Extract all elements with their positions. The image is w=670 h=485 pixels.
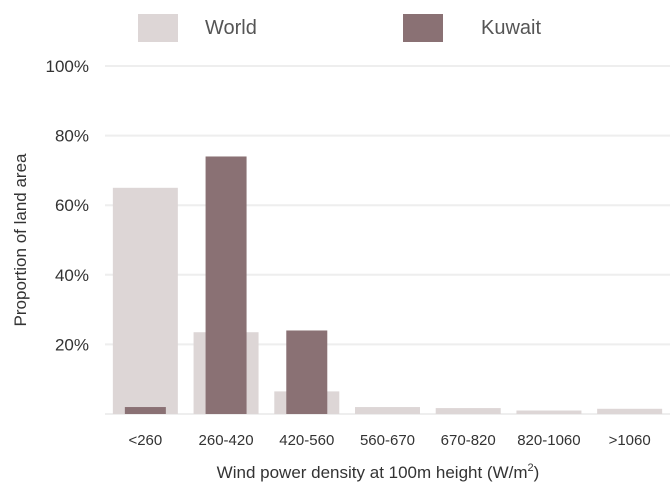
- world-bar: [516, 410, 582, 414]
- x-tick-label: 670-820: [441, 432, 496, 449]
- y-axis-ticks: 20% 40% 60% 80% 100%: [46, 57, 89, 354]
- x-tick-label: <260: [128, 432, 162, 449]
- y-tick-label: 20%: [55, 335, 89, 354]
- x-tick-label: 820-1060: [517, 432, 580, 449]
- y-axis-label: Proportion of land area: [11, 153, 30, 326]
- world-bar: [112, 187, 178, 414]
- x-tick-label: >1060: [609, 432, 651, 449]
- world-series-bars: [112, 187, 663, 414]
- y-tick-label: 100%: [46, 57, 89, 76]
- x-tick-label: 260-420: [199, 432, 254, 449]
- legend-label-kuwait: Kuwait: [481, 17, 541, 39]
- gridlines: [105, 65, 670, 415]
- world-bar: [355, 407, 420, 414]
- x-axis-ticks: <260 260-420 420-560 560-670 670-820 820-1060…: [128, 432, 650, 449]
- kuwait-bar: [205, 156, 247, 415]
- world-bar: [597, 408, 663, 414]
- x-axis-label: Wind power density at 100m height (W/m2): [217, 462, 540, 482]
- y-tick-label: 60%: [55, 196, 89, 215]
- kuwait-bar: [124, 407, 166, 414]
- legend: World Kuwait: [138, 14, 541, 42]
- x-tick-label: 420-560: [279, 432, 334, 449]
- y-tick-label: 40%: [55, 266, 89, 285]
- y-tick-label: 80%: [55, 127, 89, 146]
- legend-label-world: World: [205, 17, 257, 39]
- world-bar: [435, 408, 501, 414]
- x-tick-label: 560-670: [360, 432, 415, 449]
- kuwait-bar: [286, 330, 328, 414]
- legend-swatch-world: [138, 14, 178, 42]
- kuwait-series-bars: [124, 156, 328, 415]
- legend-swatch-kuwait: [403, 14, 443, 42]
